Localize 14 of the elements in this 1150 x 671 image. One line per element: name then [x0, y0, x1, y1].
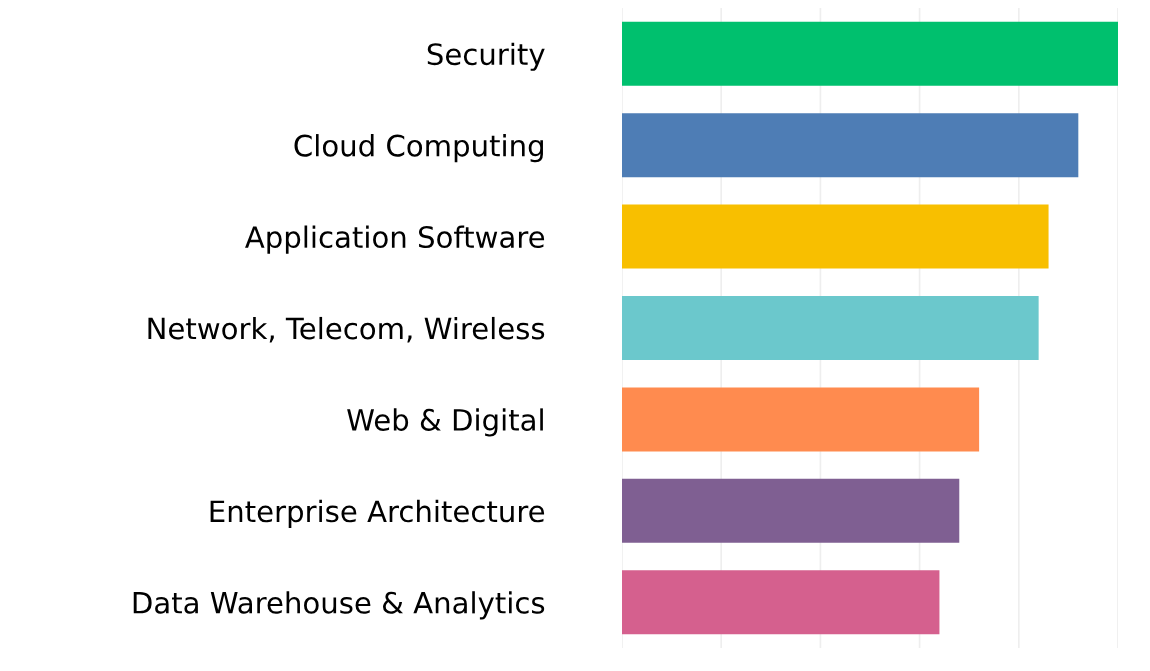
bar	[622, 296, 1039, 360]
y-tick-label: Web & Digital	[347, 408, 543, 437]
y-tick-label: Data Warehouse & Analytics	[133, 591, 545, 620]
bar	[622, 570, 940, 635]
bar	[622, 113, 1079, 178]
y-tick-label: Security	[427, 42, 545, 71]
bar	[622, 21, 1118, 86]
bar	[622, 387, 980, 452]
bar	[622, 478, 960, 543]
y-tick-label: Network, Telecom, Wireless	[148, 316, 545, 343]
bar	[622, 204, 1049, 269]
y-tick-label: Cloud Computing	[294, 134, 543, 163]
y-tick-label: Application Software	[245, 225, 545, 254]
y-tick-label: Enterprise Architecture	[210, 499, 545, 528]
